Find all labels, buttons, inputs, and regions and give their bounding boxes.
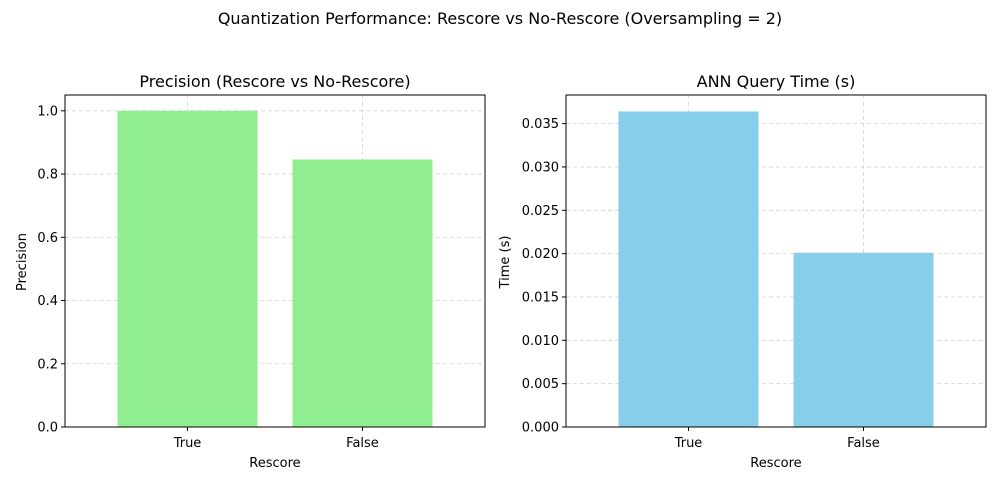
chart-precision-frame — [64, 94, 486, 428]
chart-precision-ytick-label: 0.2 — [37, 357, 58, 372]
chart-query-time-bars — [618, 111, 934, 427]
chart-query-time-ytick-label: 0.005 — [522, 377, 559, 392]
chart-precision-ticks: 0.0 0.2 0.4 0.6 0.8 1.0 True False — [37, 104, 379, 451]
chart-query-time-frame — [565, 94, 987, 428]
chart-query-time-ytick-label: 0.010 — [522, 334, 559, 349]
chart-query-time-bar-false — [793, 252, 934, 427]
chart-precision-ytick-label: 1.0 — [37, 104, 58, 119]
chart-query-time-xtick-label: True — [674, 436, 703, 451]
chart-precision-xtick-label: False — [346, 436, 379, 451]
chart-precision: Precision (Rescore vs No-Rescore) Rescor… — [15, 72, 486, 471]
chart-query-time-xtick-label: False — [847, 436, 880, 451]
chart-query-time-ytick-label: 0.015 — [522, 290, 559, 305]
chart-precision-ylabel: Precision — [15, 233, 30, 291]
chart-query-time-ytick-label: 0.025 — [522, 204, 559, 219]
chart-precision-xlabel: Rescore — [249, 456, 300, 471]
chart-precision-xtick-label: True — [173, 436, 202, 451]
chart-precision-ytick-label: 0.4 — [37, 294, 58, 309]
chart-precision-ytick-label: 0.0 — [37, 421, 58, 436]
chart-query-time-bar-true — [618, 111, 759, 427]
chart-query-time-ytick-label: 0.030 — [522, 160, 559, 175]
chart-precision-ytick-label: 0.8 — [37, 168, 58, 183]
chart-precision-bars — [117, 110, 433, 428]
chart-precision-bar-true — [117, 110, 258, 428]
chart-precision-title: Precision (Rescore vs No-Rescore) — [139, 72, 410, 91]
chart-query-time-ytick-label: 0.035 — [522, 117, 559, 132]
figure-suptitle: Quantization Performance: Rescore vs No-… — [218, 9, 782, 28]
chart-precision-bar-false — [292, 159, 433, 427]
chart-query-time-title: ANN Query Time (s) — [697, 72, 856, 91]
chart-query-time-ylabel: Time (s) — [498, 236, 513, 290]
chart-query-time: ANN Query Time (s) Rescore Time (s) 0.00… — [498, 72, 987, 471]
chart-query-time-ytick-label: 0.000 — [522, 421, 559, 436]
chart-query-time-ticks: 0.000 0.005 0.010 0.015 0.020 0.025 0.030 0.035… — [522, 117, 880, 451]
chart-precision-ytick-label: 0.6 — [37, 231, 58, 246]
chart-query-time-ytick-label: 0.020 — [522, 247, 559, 262]
chart-query-time-xlabel: Rescore — [750, 456, 801, 471]
